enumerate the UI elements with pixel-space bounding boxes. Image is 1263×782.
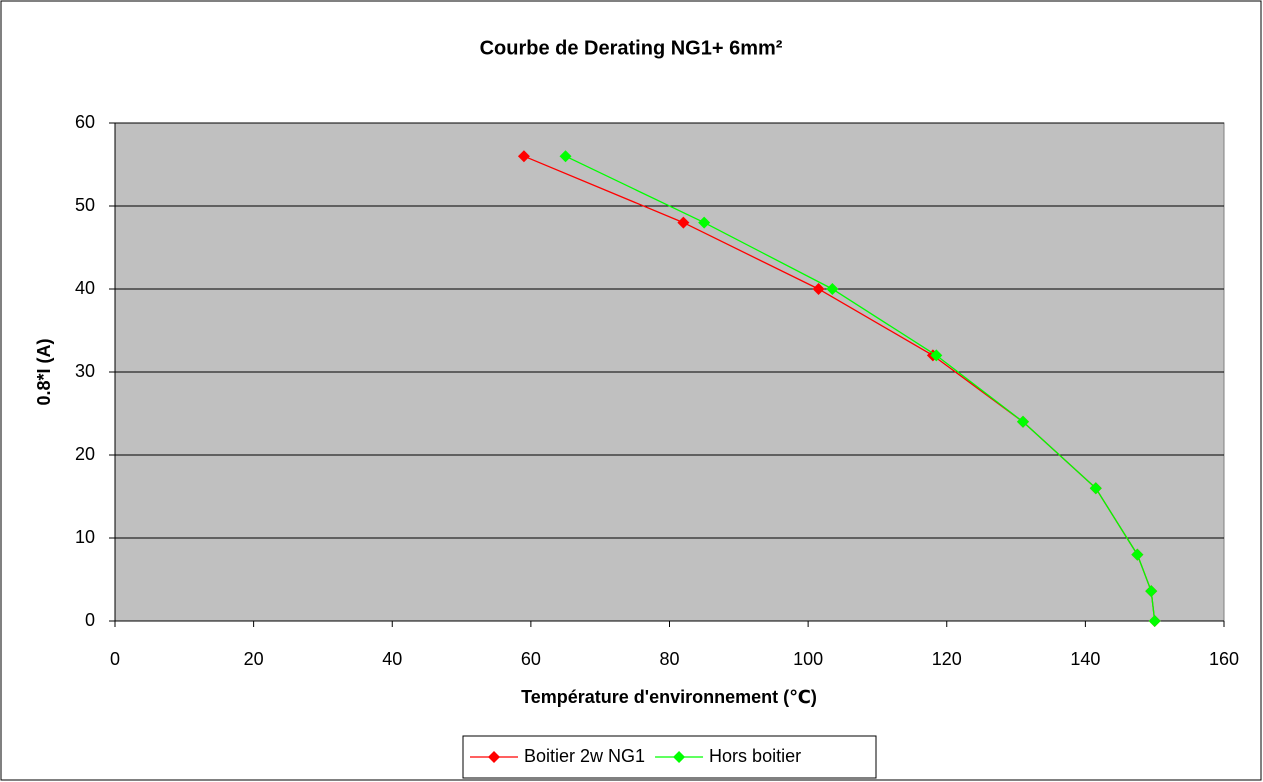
data-point bbox=[1016, 415, 1029, 428]
y-tick-label: 30 bbox=[75, 361, 95, 381]
y-axis-label: 0.8*I (A) bbox=[34, 338, 54, 405]
data-point bbox=[930, 349, 943, 362]
legend-marker bbox=[673, 751, 686, 763]
data-point bbox=[826, 283, 839, 295]
legend-label: Boitier 2w NG1 bbox=[524, 746, 645, 766]
data-point bbox=[1089, 482, 1102, 495]
x-tick-label: 0 bbox=[110, 649, 120, 669]
legend-label: Hors boitier bbox=[709, 746, 801, 766]
y-tick-label: 20 bbox=[75, 444, 95, 464]
x-tick-label: 120 bbox=[932, 649, 962, 669]
y-tick-label: 40 bbox=[75, 278, 95, 298]
y-tick-label: 60 bbox=[75, 112, 95, 132]
x-tick-label: 40 bbox=[382, 649, 402, 669]
y-tick-label: 10 bbox=[75, 527, 95, 547]
x-tick-label: 20 bbox=[244, 649, 264, 669]
x-tick-label: 140 bbox=[1070, 649, 1100, 669]
x-tick-label: 100 bbox=[793, 649, 823, 669]
chart-title: Courbe de Derating NG1+ 6mm² bbox=[480, 37, 783, 59]
data-point bbox=[1145, 585, 1158, 598]
data-point bbox=[517, 150, 530, 163]
x-axis-label: Température d'environnement (℃) bbox=[521, 687, 817, 707]
x-tick-label: 160 bbox=[1209, 649, 1239, 669]
y-tick-label: 0 bbox=[85, 610, 95, 630]
data-point bbox=[1131, 548, 1144, 561]
data-point bbox=[559, 150, 572, 163]
data-point bbox=[677, 216, 690, 229]
legend-marker bbox=[488, 751, 500, 763]
x-tick-label: 80 bbox=[659, 649, 679, 669]
data-point bbox=[1148, 615, 1161, 627]
data-point bbox=[812, 283, 825, 295]
x-tick-label: 60 bbox=[521, 649, 541, 669]
data-point bbox=[698, 216, 711, 229]
y-tick-label: 50 bbox=[75, 195, 95, 215]
